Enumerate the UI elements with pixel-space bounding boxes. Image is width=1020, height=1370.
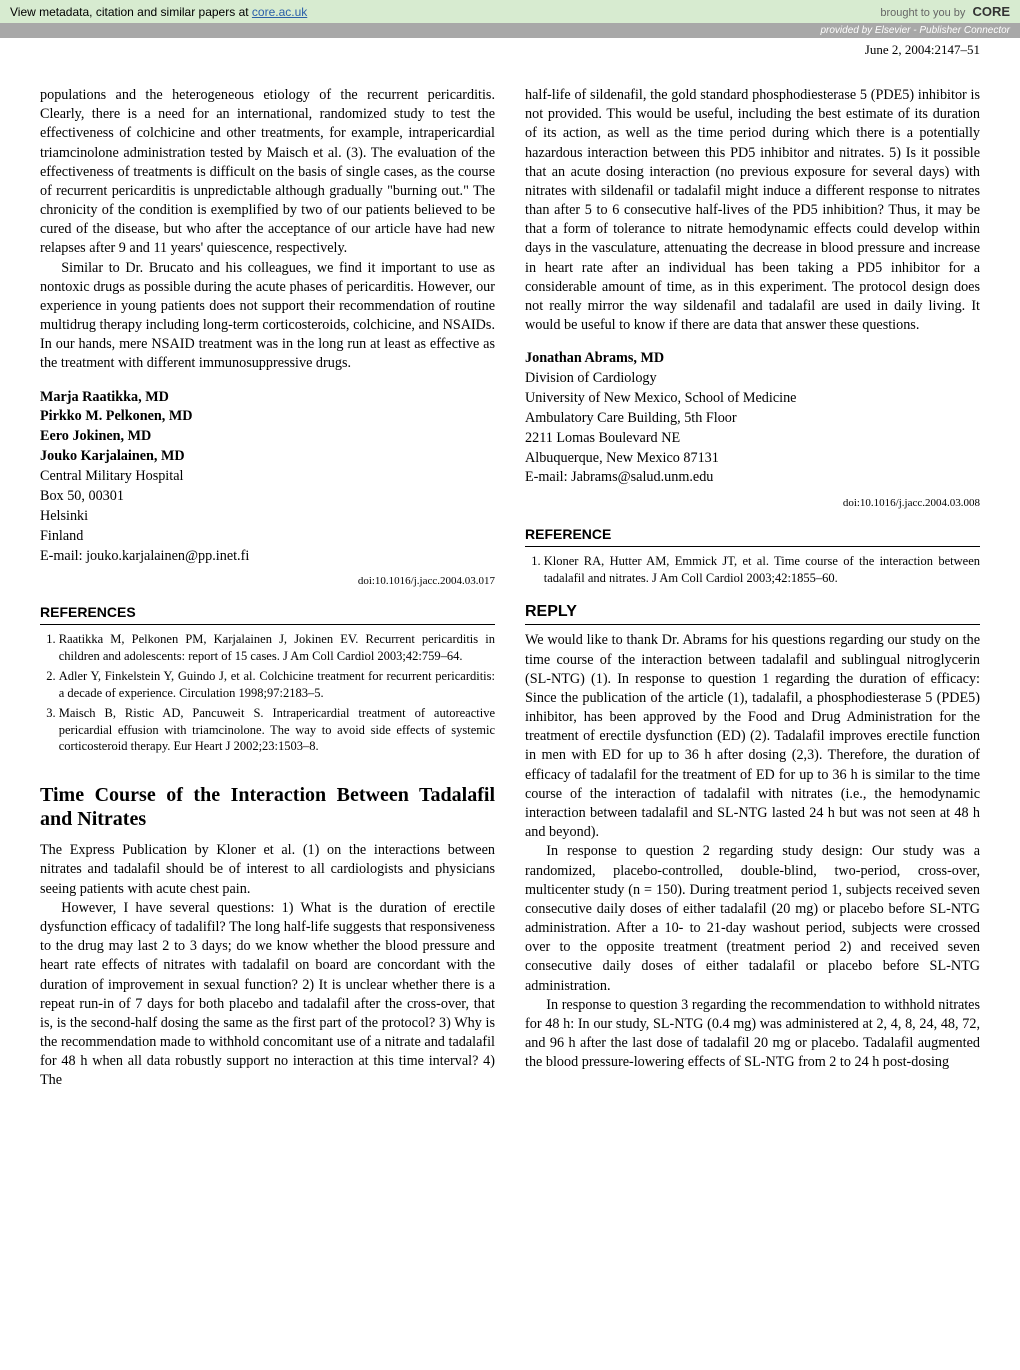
references-heading: REFERENCES bbox=[40, 603, 495, 625]
affiliation-line: Division of Cardiology bbox=[525, 369, 980, 389]
author-name: Jonathan Abrams, MD bbox=[525, 349, 980, 369]
references-list: Kloner RA, Hutter AM, Emmick JT, et al. … bbox=[525, 553, 980, 587]
author-name: Eero Jokinen, MD bbox=[40, 427, 495, 447]
reply-heading: REPLY bbox=[525, 601, 980, 626]
affiliation-line: University of New Mexico, School of Medi… bbox=[525, 389, 980, 409]
letter-title: Time Course of the Interaction Between T… bbox=[40, 783, 495, 831]
provider-text: provided by Elsevier - Publisher Connect… bbox=[820, 25, 1010, 36]
affiliation-line: Ambulatory Care Building, 5th Floor bbox=[525, 409, 980, 429]
body-para: In response to question 2 regarding stud… bbox=[525, 842, 980, 995]
body-para: In response to question 3 regarding the … bbox=[525, 996, 980, 1073]
affiliation-line: Albuquerque, New Mexico 87131 bbox=[525, 449, 980, 469]
reference-item: Kloner RA, Hutter AM, Emmick JT, et al. … bbox=[544, 553, 980, 587]
body-para: populations and the heterogeneous etiolo… bbox=[40, 86, 495, 259]
references-list: Raatikka M, Pelkonen PM, Karjalainen J, … bbox=[40, 631, 495, 755]
affiliation-line: Central Military Hospital bbox=[40, 467, 495, 487]
affiliation-line: Finland bbox=[40, 527, 495, 547]
author-name: Pirkko M. Pelkonen, MD bbox=[40, 407, 495, 427]
author-block: Marja Raatikka, MD Pirkko M. Pelkonen, M… bbox=[40, 388, 495, 567]
affiliation-line: Helsinki bbox=[40, 507, 495, 527]
doi-text: doi:10.1016/j.jacc.2004.03.017 bbox=[40, 574, 495, 589]
email-line: E-mail: jouko.karjalainen@pp.inet.fi bbox=[40, 547, 495, 567]
core-logo[interactable]: CORE bbox=[972, 4, 1010, 19]
affiliation-line: Box 50, 00301 bbox=[40, 487, 495, 507]
reference-item: Maisch B, Ristic AD, Pancuweit S. Intrap… bbox=[59, 705, 495, 756]
body-para: The Express Publication by Kloner et al.… bbox=[40, 841, 495, 899]
body-para: We would like to thank Dr. Abrams for hi… bbox=[525, 631, 980, 842]
reference-item: Raatikka M, Pelkonen PM, Karjalainen J, … bbox=[59, 631, 495, 665]
page-content: populations and the heterogeneous etiolo… bbox=[0, 66, 1020, 1131]
author-name: Jouko Karjalainen, MD bbox=[40, 447, 495, 467]
metadata-banner: View metadata, citation and similar pape… bbox=[0, 0, 1020, 23]
metadata-text: View metadata, citation and similar pape… bbox=[10, 5, 307, 19]
provider-banner: provided by Elsevier - Publisher Connect… bbox=[0, 23, 1020, 38]
email-line: E-mail: Jabrams@salud.unm.edu bbox=[525, 468, 980, 488]
author-name: Marja Raatikka, MD bbox=[40, 388, 495, 408]
reference-item: Adler Y, Finkelstein Y, Guindo J, et al.… bbox=[59, 668, 495, 702]
brought-text: brought to you by bbox=[880, 7, 965, 19]
brought-by: brought to you by CORE bbox=[880, 4, 1010, 19]
body-para: Similar to Dr. Brucato and his colleague… bbox=[40, 259, 495, 374]
reference-heading: REFERENCE bbox=[525, 525, 980, 547]
signature-block: Jonathan Abrams, MD Division of Cardiolo… bbox=[525, 349, 980, 488]
citation: June 2, 2004:2147–51 bbox=[0, 38, 1020, 66]
body-para: half-life of sildenafil, the gold standa… bbox=[525, 86, 980, 335]
meta-prefix: View metadata, citation and similar pape… bbox=[10, 5, 252, 19]
doi-text: doi:10.1016/j.jacc.2004.03.008 bbox=[525, 496, 980, 511]
core-link[interactable]: core.ac.uk bbox=[252, 5, 307, 19]
affiliation-line: 2211 Lomas Boulevard NE bbox=[525, 429, 980, 449]
body-para: However, I have several questions: 1) Wh… bbox=[40, 899, 495, 1091]
